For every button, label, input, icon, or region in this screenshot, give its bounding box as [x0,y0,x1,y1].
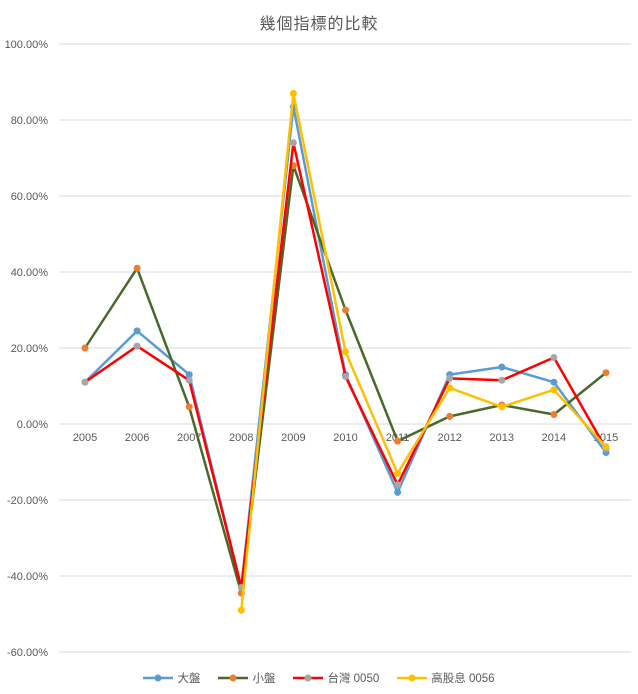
data-point-marker [602,443,610,451]
data-point-marker [394,437,402,445]
legend-label: 高股息 0056 [431,673,495,685]
line-chart-plot-area[interactable]: 100.00% 80.00% 60.00% 40.00% 20.00% 0.00% -20.… [0,0,638,660]
y-axis-tick-label: 80.00% [11,115,49,127]
x-axis-tick-label: 2005 [73,432,97,444]
legend-swatch-icon [143,674,174,682]
data-point-marker [446,374,454,382]
x-axis-tick-label: 2007 [177,432,201,444]
data-point-marker [342,306,349,314]
data-point-marker [342,373,349,380]
x-axis-tick-label: 2008 [229,432,253,444]
data-point-marker [185,371,193,379]
data-point-marker [550,378,558,386]
x-axis-tick-label: 2014 [542,432,566,444]
data-point-marker [342,348,349,356]
data-point-marker [133,264,141,272]
data-point-marker [394,469,402,477]
data-point-marker [550,386,558,394]
x-axis-tick-label: 2013 [490,432,514,444]
legend-swatch-icon [397,674,428,682]
data-point-marker [550,411,558,418]
y-axis-tick-label: 0.00% [17,419,48,431]
series-line-3 [240,92,608,612]
data-point-marker [133,342,141,350]
data-point-marker [498,376,506,384]
legend-item-3[interactable]: 高股息 0056 [397,670,495,686]
data-point-marker [289,139,297,147]
data-point-marker [394,481,402,489]
x-axis-tick-label: 2012 [437,432,461,444]
legend-item-2[interactable]: 台灣 0050 [293,670,379,686]
legend-label: 台灣 0050 [327,673,380,685]
data-point-marker [81,344,89,352]
data-point-marker [498,403,506,411]
data-point-marker [81,378,89,386]
legend-swatch-icon [218,674,249,682]
data-point-marker [446,384,454,392]
chart-title: 幾個指標的比較 [259,16,379,33]
y-axis-tick-label: 100.00% [5,39,49,51]
data-point-marker [289,89,297,97]
chart-legend: 大盤 小盤 台灣 0050 高股息 0056 [0,670,638,686]
data-point-marker [446,412,454,420]
x-axis-tick-label: 2006 [125,432,149,444]
y-axis-tick-label: 40.00% [11,267,49,279]
series-line-2 [83,141,608,589]
legend-item-1[interactable]: 小盤 [218,670,275,686]
x-axis-tick-label: 2010 [333,432,357,444]
data-point-marker [498,363,506,371]
data-point-marker [133,327,141,335]
data-point-marker [602,369,610,377]
legend-label: 小盤 [252,673,276,685]
data-point-marker [185,403,193,411]
data-point-marker [237,606,245,614]
y-axis-tick-label: 20.00% [11,343,49,355]
y-axis-tick-label: -60.00% [7,647,48,659]
legend-item-0[interactable]: 大盤 [143,670,200,686]
y-axis-tick-label: -40.00% [7,571,48,583]
y-axis-tick-label: -20.00% [7,495,48,507]
legend-swatch-icon [293,674,324,682]
legend-label: 大盤 [177,673,201,685]
x-axis-tick-label: 2009 [281,432,305,444]
data-point-marker [394,488,402,496]
data-point-marker [185,376,193,384]
y-axis-tick-label: 60.00% [11,191,49,203]
data-point-marker [550,354,558,361]
